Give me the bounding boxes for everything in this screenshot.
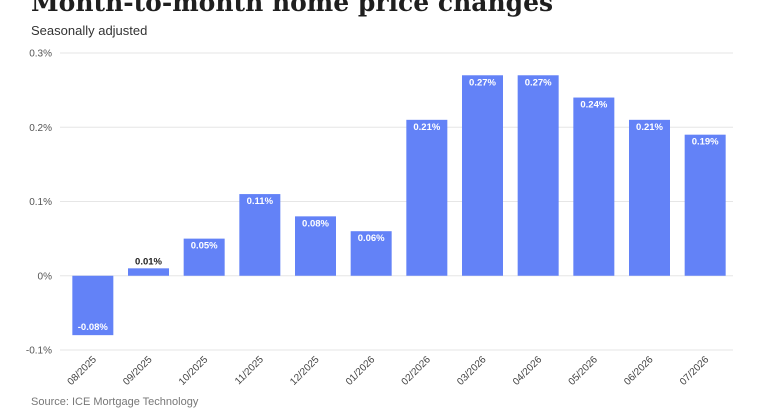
grid-lines (60, 52, 733, 351)
x-tick-label: 11/2025 (233, 354, 266, 387)
data-label: -0.08% (78, 322, 109, 333)
x-tick-label: 03/2026 (455, 354, 489, 388)
bar-06-2026 (629, 119, 670, 276)
bar-05-2026 (573, 97, 615, 276)
y-tick-label: 0.2% (29, 123, 52, 134)
data-label: 0.06% (358, 233, 385, 244)
y-tick-label: -0.1% (26, 346, 52, 357)
data-labels: -0.08% 0.01% 0.05% 0.11% 0.08% 0.06% 0.21% 0.27… (78, 77, 719, 333)
x-tick-label: 08/2025 (66, 354, 100, 388)
data-label: 0.24% (580, 100, 607, 111)
bar-04-2026 (517, 75, 559, 276)
bars (72, 75, 726, 336)
chart-subtitle: Seasonally adjusted (31, 23, 148, 38)
data-label: 0.01% (135, 256, 162, 267)
bar-09-2025 (128, 268, 169, 276)
data-label: 0.21% (413, 122, 440, 133)
data-label: 0.08% (302, 218, 329, 229)
data-label: 0.21% (636, 122, 663, 133)
data-label: 0.11% (247, 196, 274, 207)
y-tick-label: 0.3% (29, 49, 52, 60)
bar-01-2026 (350, 231, 392, 276)
bar-11-2025 (239, 194, 281, 276)
data-label: 0.05% (191, 241, 218, 252)
data-label: 0.19% (692, 137, 719, 148)
x-tick-label: 07/2026 (678, 354, 712, 388)
x-tick-label: 06/2026 (622, 354, 656, 388)
bar-07-2026 (684, 134, 726, 276)
x-axis-ticks: 08/2025 09/2025 10/2025 11/2025 12/2025 01/20… (66, 354, 712, 388)
y-tick-label: 0% (38, 271, 53, 282)
bar-12-2025 (295, 216, 336, 276)
bar-10-2025 (183, 238, 225, 276)
x-tick-label: 09/2025 (121, 354, 155, 388)
data-label: 0.27% (525, 77, 552, 88)
x-tick-label: 02/2026 (400, 354, 434, 388)
data-label: 0.27% (469, 77, 496, 88)
x-tick-label: 05/2026 (567, 354, 601, 388)
y-tick-label: 0.1% (29, 197, 52, 208)
chart-title: Month-to-month home price changes (31, 0, 554, 17)
bar-02-2026 (406, 119, 448, 276)
bar-08-2025 (72, 275, 114, 336)
y-axis-ticks: -0.1% 0% 0.1% 0.2% 0.3% (26, 49, 52, 357)
x-tick-label: 04/2026 (511, 354, 545, 388)
bar-03-2026 (462, 75, 503, 276)
x-tick-label: 10/2025 (177, 354, 211, 388)
x-tick-label: 01/2026 (344, 354, 378, 388)
source-note: Source: ICE Mortgage Technology (31, 396, 199, 408)
x-tick-label: 12/2025 (288, 354, 322, 388)
